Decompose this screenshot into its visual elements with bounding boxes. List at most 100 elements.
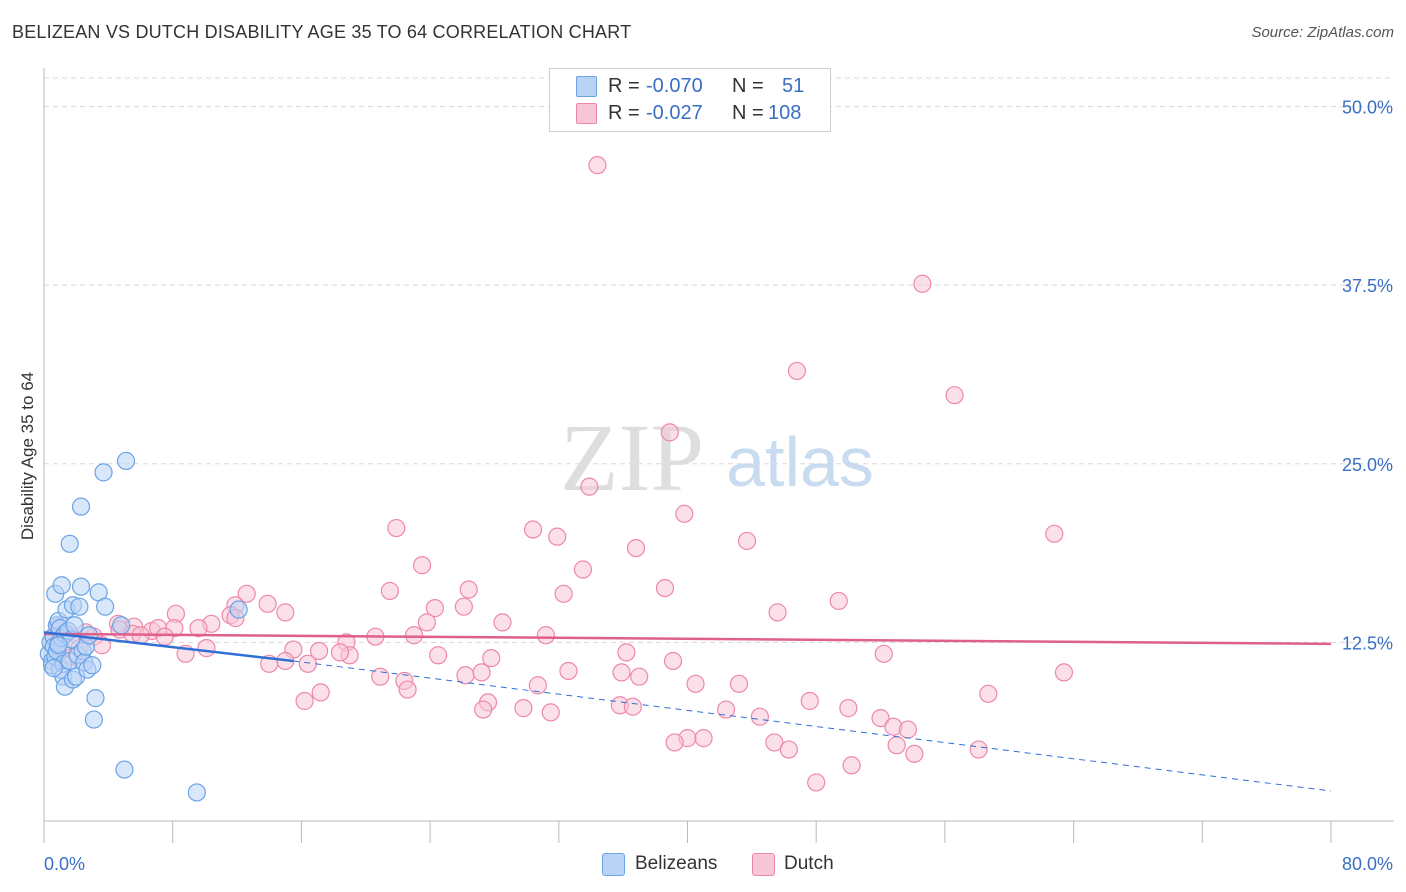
dutch-point [663, 651, 683, 671]
belizean-point [65, 616, 84, 635]
belizean-point [83, 656, 102, 675]
n-value: 108 [768, 102, 802, 124]
legend-row-dutch: R = -0.027 N = 108 [550, 100, 830, 126]
dutch-point [694, 729, 713, 748]
dutch-point [779, 740, 798, 759]
dutch-point [311, 683, 330, 702]
dutch-point [276, 603, 295, 622]
dutch-point [800, 691, 819, 711]
dutch-point [655, 578, 675, 598]
dutch-point [588, 156, 607, 175]
dutch-point [559, 661, 578, 681]
dutch-point [298, 654, 317, 673]
y-tick-label: 50.0% [1342, 98, 1393, 118]
dutch-swatch [576, 103, 597, 124]
dutch-point [459, 580, 478, 599]
tick-labels: 12.5% 25.0% 37.5% 50.0% 0.0% 80.0% [44, 98, 1393, 874]
dutch-point [456, 666, 475, 685]
dutch-point [541, 703, 560, 722]
dutch-point [380, 581, 399, 601]
y-axis-title: Disability Age 35 to 64 [18, 371, 37, 541]
belizean-point [187, 783, 206, 802]
dutch-point [295, 691, 314, 711]
dutch-point [913, 274, 932, 293]
r-value: -0.070 [646, 75, 703, 97]
dutch-point [874, 644, 893, 663]
r-label: R = [608, 75, 640, 97]
dutch-point [626, 538, 646, 558]
dutch-point [839, 699, 858, 718]
n-value: 51 [782, 75, 805, 97]
dutch-point [258, 594, 277, 613]
belizeans-swatch [576, 76, 597, 97]
dutch-trend-line [43, 632, 1332, 646]
belizean-point [52, 576, 71, 595]
axes [43, 68, 1394, 843]
legend-row-belizeans: R = -0.070 N = 51 [550, 73, 830, 99]
dutch-point [454, 597, 473, 616]
belizean-trend-extension [293, 660, 1332, 792]
dutch-point [404, 626, 424, 645]
correlation-legend: R = -0.070 N = 51 R = -0.027 N = 108 [549, 68, 831, 132]
belizean-point [44, 659, 63, 678]
belizean-point [112, 616, 131, 635]
dutch-point [1054, 663, 1074, 682]
dutch-point [425, 599, 445, 618]
belizeans-legend-swatch [602, 853, 625, 876]
dutch-point [554, 584, 573, 603]
dutch-point [412, 556, 432, 575]
dutch-point [612, 663, 631, 682]
belizean-point [115, 760, 134, 779]
belizean-point [94, 463, 113, 482]
n-label: N = [732, 75, 764, 97]
dutch-point [750, 707, 769, 726]
dutch-point [887, 736, 906, 755]
dutch-legend-swatch [752, 853, 775, 876]
dutch-point [905, 744, 924, 763]
dutch-point [737, 531, 757, 551]
dutch-point [548, 527, 567, 546]
dutch-point [829, 591, 848, 611]
dutch-point [675, 504, 694, 523]
dutch-point [330, 643, 350, 662]
dutch-point [945, 386, 964, 405]
n-label: N = [732, 102, 764, 124]
dutch-point [842, 756, 861, 775]
belizean-point [116, 451, 136, 471]
dutch-legend-label: Dutch [784, 853, 834, 874]
belizean-point [86, 689, 105, 708]
dutch-point [528, 676, 547, 695]
belizean-point [70, 597, 89, 616]
dutch-point [686, 674, 705, 693]
y-tick-label: 12.5% [1342, 633, 1393, 653]
dutch-point [398, 680, 417, 699]
belizean-point [84, 710, 103, 729]
watermark-zip: ZIP [560, 404, 704, 511]
dutch-point [1045, 524, 1064, 543]
dutch-point [768, 603, 787, 622]
x-tick-label: 80.0% [1342, 854, 1393, 874]
belizean-point [96, 597, 115, 616]
gridlines [44, 77, 1394, 643]
dutch-point [580, 477, 599, 496]
r-value: -0.027 [646, 102, 703, 124]
y-tick-label: 25.0% [1342, 455, 1393, 475]
chart-title: BELIZEAN VS DUTCH DISABILITY AGE 35 TO 6… [12, 22, 632, 42]
belizean-point [71, 577, 91, 596]
source-label: Source: ZipAtlas.com [1251, 24, 1394, 41]
r-label: R = [608, 102, 640, 124]
dutch-point [514, 699, 533, 718]
dutch-points [44, 156, 1074, 792]
dutch-point [807, 773, 826, 792]
dutch-point [155, 627, 174, 646]
y-tick-label: 37.5% [1342, 276, 1393, 296]
dutch-point [623, 697, 642, 716]
dutch-point [787, 361, 806, 381]
dutch-point [472, 663, 491, 682]
belizean-point [229, 600, 248, 619]
dutch-point [979, 684, 998, 703]
dutch-point [536, 626, 556, 645]
dutch-point [717, 700, 736, 719]
dutch-point [309, 641, 329, 661]
dutch-point [729, 674, 749, 693]
